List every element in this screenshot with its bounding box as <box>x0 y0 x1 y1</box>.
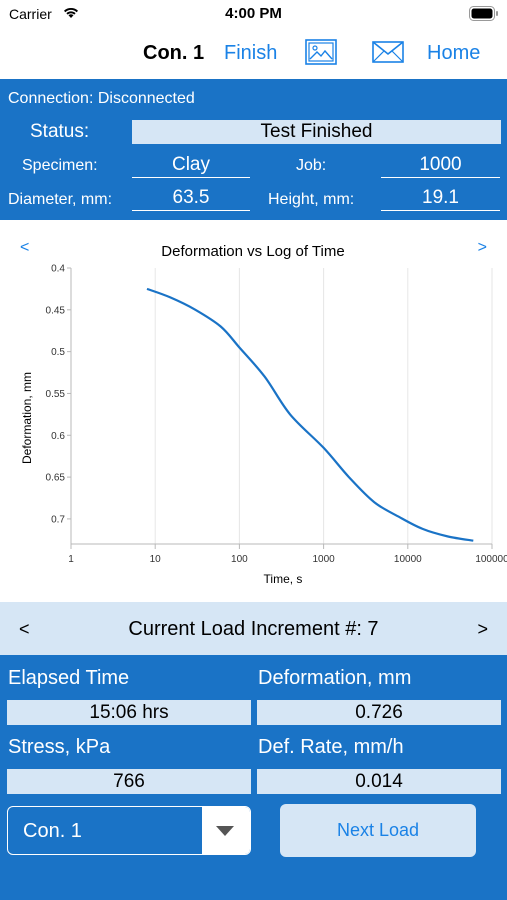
chart-prev-button[interactable]: < <box>20 239 30 256</box>
deformation-label: Deformation, mm <box>258 667 412 689</box>
y-tick-label: 0.7 <box>51 514 65 525</box>
y-tick-label: 0.45 <box>46 305 66 316</box>
deformation-chart: 1 10 100 1000 10000 100000 0.4 0.45 0.5 0.55 0.6 0.… <box>0 221 507 601</box>
mail-icon[interactable] <box>372 41 404 68</box>
def-rate-value: 0.014 <box>257 769 501 794</box>
clock: 4:00 PM <box>225 5 282 22</box>
job-field[interactable]: 1000 <box>381 153 500 178</box>
x-tick-label: 1 <box>68 554 74 565</box>
connection-status: Connection: Disconnected <box>8 90 195 107</box>
dropdown-button[interactable] <box>202 807 250 854</box>
carrier-label: Carrier <box>9 6 52 22</box>
wifi-icon <box>62 5 80 24</box>
increment-prev-button[interactable]: < <box>19 619 30 639</box>
status-bar: Carrier 4:00 PM <box>0 0 507 30</box>
elapsed-time-label: Elapsed Time <box>8 667 130 689</box>
y-tick-label: 0.4 <box>51 264 65 275</box>
readings-panel: Elapsed Time 15:06 hrs Deformation, mm 0… <box>0 655 507 900</box>
chart-xlabel: Time, s <box>264 572 303 586</box>
status-label: Status: <box>30 121 90 142</box>
specimen-field[interactable]: Clay <box>132 153 250 178</box>
test-info-panel: Connection: Disconnected Status: Test Fi… <box>0 79 507 220</box>
chart-title: Deformation vs Log of Time <box>161 243 344 260</box>
y-tick-label: 0.55 <box>46 389 66 400</box>
def-rate-label: Def. Rate, mm/h <box>258 736 404 758</box>
next-load-button[interactable]: Next Load <box>280 804 476 857</box>
nav-bar: Con. 1 Finish Home <box>0 30 507 78</box>
y-tick-label: 0.5 <box>51 347 65 358</box>
x-tick-label: 100 <box>231 554 248 565</box>
x-tick-label: 100000 <box>475 554 507 565</box>
nav-title: Con. 1 <box>143 42 205 64</box>
y-tick-label: 0.6 <box>51 431 65 442</box>
stress-value: 766 <box>7 769 251 794</box>
x-tick-label: 10000 <box>394 554 422 565</box>
load-increment-bar: < Current Load Increment #: 7 > <box>0 602 507 655</box>
deformation-value: 0.726 <box>257 700 501 725</box>
chart-ylabel: Deformation, mm <box>20 372 34 464</box>
diameter-field[interactable]: 63.5 <box>132 186 250 211</box>
home-button[interactable]: Home <box>427 42 481 64</box>
specimen-label: Specimen: <box>22 157 98 174</box>
connection-select[interactable]: Con. 1 <box>7 806 251 855</box>
image-icon[interactable] <box>305 39 337 70</box>
increment-next-button[interactable]: > <box>477 619 488 639</box>
x-tick-label: 1000 <box>312 554 335 565</box>
status-value: Test Finished <box>132 120 501 144</box>
stress-label: Stress, kPa <box>8 736 111 758</box>
height-field[interactable]: 19.1 <box>381 186 500 211</box>
chevron-down-icon <box>216 826 234 836</box>
y-tick-label: 0.65 <box>46 473 66 484</box>
increment-title: Current Load Increment #: 7 <box>128 618 379 640</box>
finish-button[interactable]: Finish <box>224 42 278 64</box>
diameter-label: Diameter, mm: <box>8 191 113 208</box>
elapsed-time-value: 15:06 hrs <box>7 700 251 725</box>
battery-icon <box>469 6 499 26</box>
chart-next-button[interactable]: > <box>477 239 487 256</box>
job-label: Job: <box>296 157 327 174</box>
height-label: Height, mm: <box>268 191 355 208</box>
chart-svg: 1 10 100 1000 10000 100000 0.4 0.45 0.5 0.55 0.6 0.… <box>20 243 507 586</box>
connection-select-value: Con. 1 <box>23 820 82 842</box>
x-tick-label: 10 <box>150 554 162 565</box>
series-line <box>146 287 474 542</box>
